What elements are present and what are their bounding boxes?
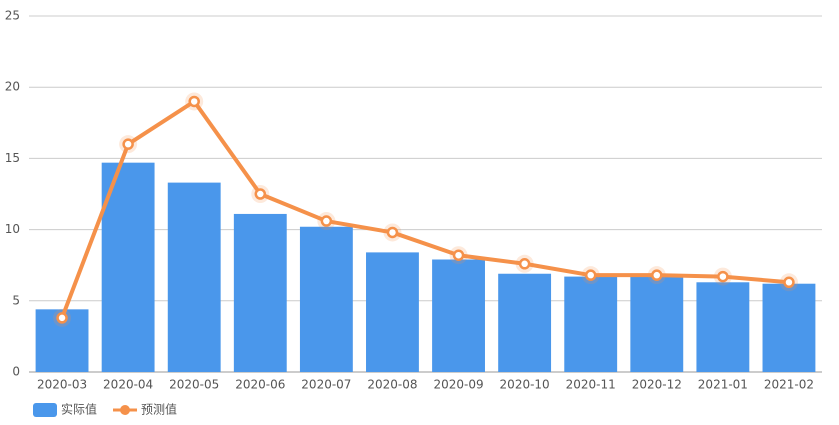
point xyxy=(717,270,729,283)
point xyxy=(56,312,68,324)
bar xyxy=(366,252,419,372)
x-tick-label: 2020-06 xyxy=(235,378,285,392)
point xyxy=(518,258,531,270)
x-tick-label: 2020-12 xyxy=(632,378,682,392)
bar xyxy=(630,276,684,372)
x-tick-label: 2020-04 xyxy=(103,378,153,392)
line xyxy=(60,99,790,319)
legend-swatch xyxy=(33,403,57,417)
point xyxy=(452,249,465,261)
y-tick-label: 20 xyxy=(5,80,20,94)
point xyxy=(651,269,663,281)
x-tick-label: 2020-09 xyxy=(433,378,483,392)
bar xyxy=(564,276,618,372)
y-tick-label: 15 xyxy=(5,151,20,165)
legend-swatch xyxy=(120,405,131,415)
x-tick-label: 2021-01 xyxy=(698,378,748,392)
x-tick-label: 2020-10 xyxy=(500,378,550,392)
legend-label: 实际值 xyxy=(61,402,97,417)
x-tick-label: 2020-08 xyxy=(367,378,417,392)
x-tick-label: 2020-07 xyxy=(301,378,351,392)
bar xyxy=(299,226,353,372)
point xyxy=(320,215,333,227)
x-tick-label: 2020-03 xyxy=(37,378,87,392)
bar xyxy=(498,273,552,372)
bar xyxy=(167,182,221,372)
bar xyxy=(432,259,485,372)
point xyxy=(783,276,795,289)
point xyxy=(386,226,399,239)
y-tick-label: 10 xyxy=(5,222,20,236)
point xyxy=(188,95,200,108)
legend-label: 预测值 xyxy=(141,402,177,417)
bar xyxy=(762,283,816,372)
bar xyxy=(233,213,287,372)
point xyxy=(122,138,134,150)
bar xyxy=(696,282,750,372)
point xyxy=(584,269,597,281)
x-tick-label: 2020-05 xyxy=(169,378,219,392)
y-tick-label: 25 xyxy=(5,9,20,23)
bar xyxy=(101,162,155,372)
x-tick-label: 2020-11 xyxy=(566,378,616,392)
point xyxy=(254,188,267,200)
y-tick-label: 5 xyxy=(12,293,20,307)
x-tick-label: 2021-02 xyxy=(764,378,814,392)
y-tick-label: 0 xyxy=(12,365,20,379)
